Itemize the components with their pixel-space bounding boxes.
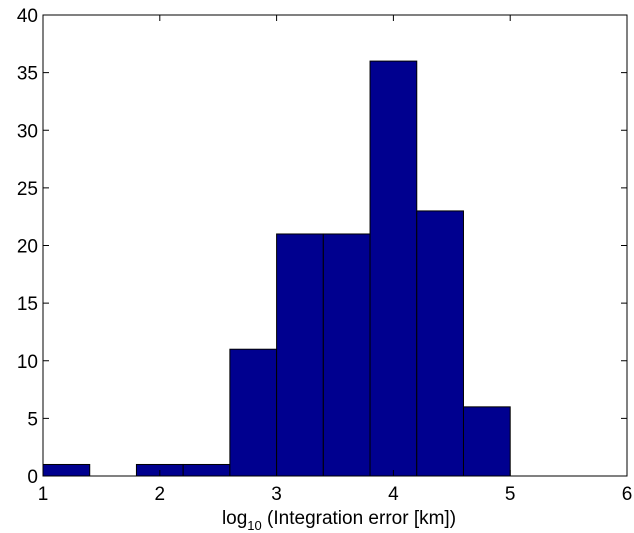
- x-tick-label-6: 6: [622, 484, 633, 505]
- y-tick-label-10: 10: [17, 352, 38, 373]
- histogram-bar-4: [182, 463, 231, 477]
- bars-group: [42, 60, 511, 477]
- x-axis-title: log10 (Integration error [km]): [222, 508, 456, 533]
- histogram-bar-5: [229, 348, 278, 477]
- y-tick-label-20: 20: [17, 237, 38, 258]
- histogram-bar-1: [42, 463, 91, 477]
- ticks-group: 1 2 3 4 5 6 0 5 10 15 20 25 30 35 40: [17, 6, 632, 505]
- histogram-bar-8: [369, 60, 418, 477]
- histogram-bar-9: [416, 210, 464, 477]
- x-axis-title-suffix: (Integration error [km]): [262, 508, 456, 529]
- y-tick-label-5: 5: [27, 409, 38, 430]
- histogram-bar-6: [276, 233, 324, 477]
- y-tick-label-25: 25: [17, 179, 38, 200]
- x-tick-label-4: 4: [388, 484, 399, 505]
- x-tick-label-3: 3: [271, 484, 282, 505]
- y-tick-label-35: 35: [17, 64, 38, 85]
- x-tick-label-2: 2: [155, 484, 166, 505]
- y-tick-label-40: 40: [17, 6, 38, 27]
- x-axis-title-prefix: log: [222, 508, 247, 529]
- y-tick-label-0: 0: [27, 467, 38, 488]
- y-tick-label-15: 15: [17, 294, 38, 315]
- y-tick-label-30: 30: [17, 121, 38, 142]
- histogram-bar-10: [462, 406, 511, 477]
- x-tick-label-1: 1: [38, 484, 49, 505]
- x-axis-title-subscript: 10: [247, 518, 261, 533]
- histogram-bar-7: [322, 233, 371, 477]
- x-tick-label-5: 5: [505, 484, 516, 505]
